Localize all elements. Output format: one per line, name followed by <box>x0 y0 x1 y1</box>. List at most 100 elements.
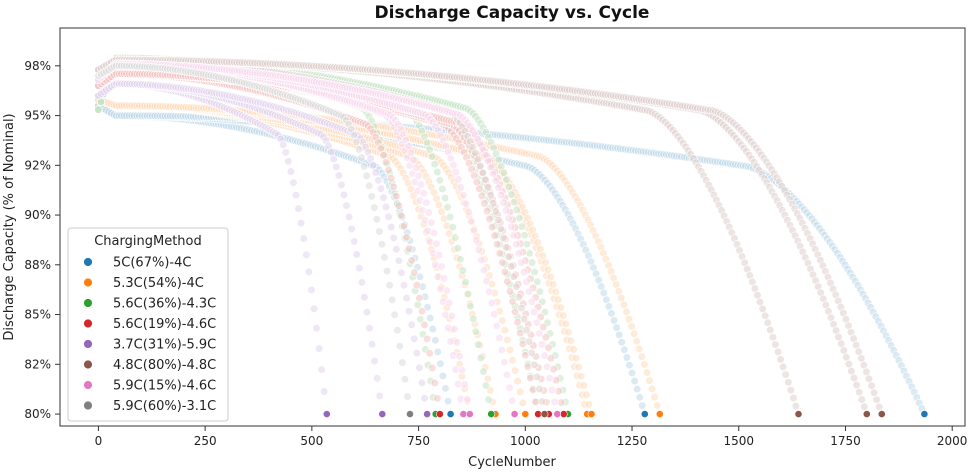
data-point <box>345 212 354 221</box>
data-point <box>549 280 558 289</box>
data-point <box>449 161 458 170</box>
data-point <box>614 287 623 296</box>
data-point <box>446 154 455 163</box>
data-point <box>423 410 431 418</box>
data-point <box>503 335 512 345</box>
data-point <box>564 328 573 337</box>
data-point <box>291 191 301 200</box>
data-point <box>371 168 380 177</box>
data-point <box>527 258 537 267</box>
data-point <box>877 410 886 418</box>
data-point <box>446 212 455 222</box>
data-point <box>503 277 512 286</box>
data-point <box>384 165 393 175</box>
data-point <box>304 267 313 277</box>
data-point <box>844 360 854 369</box>
data-point <box>842 353 851 362</box>
data-point <box>619 300 629 310</box>
data-point <box>546 272 555 282</box>
data-point <box>443 203 452 212</box>
data-point <box>392 245 401 254</box>
data-point <box>478 168 488 177</box>
data-point <box>416 315 425 324</box>
data-point <box>438 371 448 381</box>
data-point <box>425 145 434 154</box>
data-point <box>582 390 591 400</box>
data-point <box>543 265 553 274</box>
data-point <box>412 349 422 358</box>
data-point <box>857 354 866 363</box>
data-point <box>425 349 434 358</box>
data-point <box>477 255 486 265</box>
data-point <box>420 394 429 403</box>
data-point <box>484 395 493 404</box>
data-point <box>426 313 435 323</box>
data-point <box>378 410 387 418</box>
data-point <box>758 304 767 314</box>
data-point <box>334 171 343 180</box>
data-point <box>422 198 431 207</box>
data-point <box>640 360 649 369</box>
data-point <box>521 410 530 418</box>
data-point <box>771 340 780 349</box>
data-point <box>452 338 462 347</box>
data-point <box>538 251 548 260</box>
data-point <box>286 167 296 176</box>
data-point <box>428 363 437 373</box>
plot-frame <box>59 27 966 427</box>
data-point <box>559 311 568 320</box>
data-point <box>632 385 642 394</box>
data-point <box>535 287 544 296</box>
data-point <box>410 334 419 343</box>
data-point <box>778 362 788 372</box>
data-point <box>522 326 531 335</box>
data-point <box>507 262 516 271</box>
data-point <box>773 347 783 357</box>
data-point <box>453 244 462 253</box>
data-point <box>405 244 414 253</box>
data-point <box>312 324 321 333</box>
data-point <box>339 190 349 199</box>
data-point <box>496 224 506 233</box>
data-point <box>297 219 306 228</box>
data-point <box>475 184 484 193</box>
data-point <box>532 372 541 381</box>
data-point <box>505 383 514 392</box>
data-point <box>302 250 311 259</box>
data-point <box>464 289 473 299</box>
data-point <box>481 381 491 390</box>
data-point <box>447 311 457 321</box>
data-point <box>627 368 637 378</box>
data-point <box>495 333 504 343</box>
data-point <box>629 329 639 338</box>
data-point <box>875 402 884 412</box>
data-point <box>630 376 639 386</box>
data-point <box>374 176 383 185</box>
data-point <box>617 338 626 347</box>
data-point <box>489 199 498 208</box>
data-point <box>495 249 504 258</box>
data-point <box>530 360 539 369</box>
data-point <box>624 315 634 324</box>
data-point <box>857 395 866 404</box>
data-point <box>471 327 480 336</box>
data-point <box>405 307 414 316</box>
data-point <box>355 264 364 273</box>
data-point <box>429 228 439 238</box>
data-point <box>609 316 619 325</box>
data-point <box>406 148 416 157</box>
data-point <box>379 193 388 202</box>
data-point <box>753 291 762 300</box>
data-point <box>289 178 298 187</box>
data-point <box>448 223 457 232</box>
data-point <box>541 258 550 267</box>
data-point <box>622 353 632 362</box>
data-point <box>492 321 501 331</box>
data-point <box>860 402 869 411</box>
data-point <box>417 307 427 316</box>
data-point <box>640 410 649 418</box>
data-point <box>789 393 798 403</box>
data-point <box>397 268 406 277</box>
data-point <box>342 201 351 210</box>
data-point <box>839 346 848 355</box>
